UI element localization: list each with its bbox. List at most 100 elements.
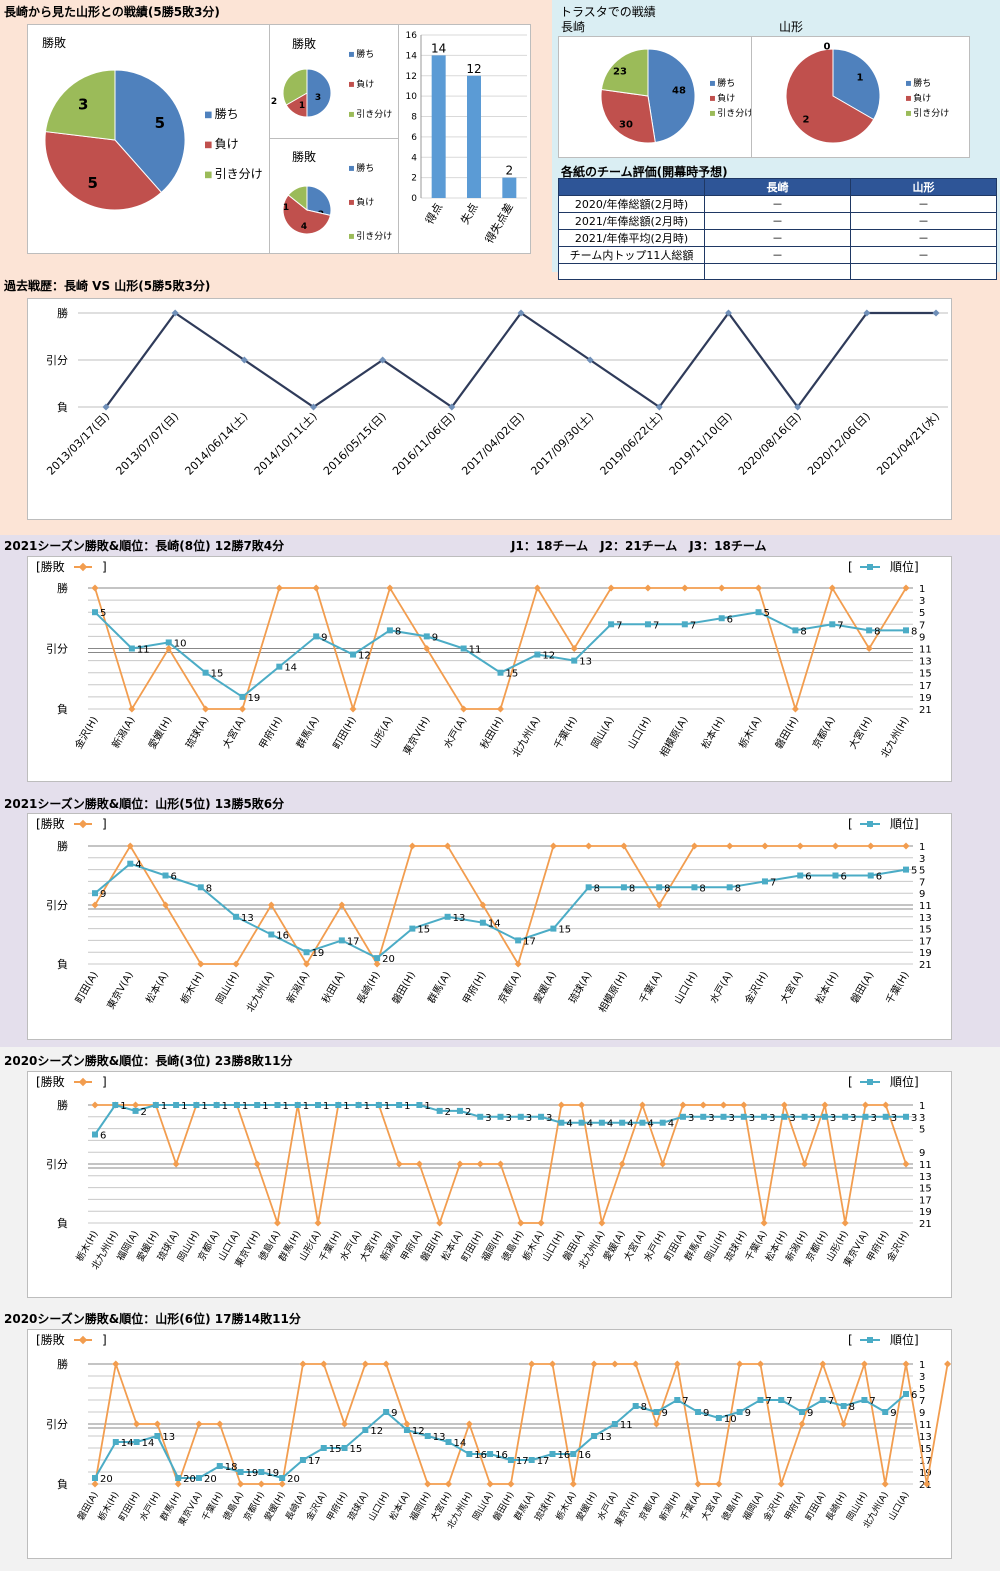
x-tick-label: 大宮(H) (846, 714, 875, 751)
x-tick-label: 愛媛(A) (530, 969, 559, 1006)
rank-point (173, 1102, 180, 1108)
rank-tick-label: 5 (919, 1384, 925, 1395)
small-pie-1-title: 勝敗 (292, 37, 317, 51)
rank-data-label: 4 (135, 860, 141, 871)
rank-data-label: 15 (558, 925, 571, 936)
rank-point (335, 1102, 342, 1108)
x-tick-label: 琉球(A) (566, 969, 595, 1006)
result-point (620, 842, 628, 850)
x-tick-label: 東京V(A) (104, 969, 136, 1012)
pie-slice (600, 48, 649, 97)
rank-data-label: 13 (241, 913, 254, 924)
x-tick-label: 2014/10/11(土) (252, 410, 320, 478)
rank-data-label: 9 (100, 889, 106, 900)
result-point (126, 842, 134, 850)
eval-cell: － (850, 246, 997, 264)
result-point (232, 960, 240, 968)
result-point (638, 1101, 646, 1109)
result-point (436, 1219, 444, 1227)
rank-data-label: 20 (287, 1474, 300, 1485)
legend-swatch (349, 165, 354, 171)
bar-data-label: 12 (466, 62, 481, 76)
x-tick-label: 群馬(A) (293, 714, 322, 751)
rank-point (216, 1463, 223, 1469)
season-title-2: 2021シーズン勝敗&順位：山形(5位) 13勝5敗6分 (4, 797, 285, 811)
history-point (171, 309, 179, 317)
rank-point (195, 1475, 202, 1481)
rank-tick-label: 11 (919, 1160, 932, 1171)
result-point (569, 1480, 577, 1488)
y-tick-label: 引分 (46, 1157, 68, 1171)
rank-data-label: 9 (321, 632, 327, 643)
rank-point (386, 627, 393, 634)
x-tick-label: 岡山(H) (214, 969, 242, 1006)
rank-data-label: 16 (557, 1450, 570, 1461)
rank-data-label: 20 (204, 1474, 217, 1485)
rank-data-label: 9 (703, 1408, 709, 1419)
rank-point (578, 1119, 585, 1126)
x-tick-label: 水戸(A) (442, 714, 470, 750)
score-bar-box: 0 2 4 6 8 10 12 14 16 14 得点 12 失点 2 得失点差 (398, 24, 531, 254)
rank-point (258, 1469, 265, 1475)
rank-data-label: 19 (266, 1468, 279, 1479)
rank-data-label: 14 (488, 919, 501, 930)
rank-point (842, 1113, 849, 1120)
rank-point (644, 621, 651, 628)
rank-data-label: 7 (837, 620, 843, 631)
result-point (632, 1360, 640, 1368)
legend-label: 負け (215, 137, 239, 151)
result-point (618, 1160, 626, 1168)
rank-point (350, 651, 357, 658)
result-point (496, 1160, 505, 1168)
result-point (740, 1101, 748, 1109)
y-tick-label: 勝 (57, 1098, 68, 1112)
rank-data-label: 1 (262, 1101, 268, 1112)
rank-point (92, 1131, 98, 1138)
rank-data-label: 3 (870, 1113, 876, 1124)
rank-point (620, 884, 627, 891)
rank-data-label: 3 (789, 1113, 795, 1124)
rank-point (320, 1445, 327, 1451)
rank-data-label: 13 (599, 1432, 612, 1443)
rank-point (656, 884, 663, 891)
rank-point (867, 872, 874, 879)
rank-data-label: 1 (242, 1101, 248, 1112)
rank-data-label: 12 (358, 651, 371, 662)
result-point (867, 842, 875, 850)
rank-tick-label: 3 (919, 854, 925, 865)
eval-cell: － (704, 212, 851, 230)
bar-data-label: 14 (431, 41, 446, 55)
legend-swatch (906, 80, 911, 86)
result-point (486, 1480, 494, 1488)
rank-tick-label: 9 (919, 632, 925, 643)
rank-point (639, 1119, 646, 1126)
rank-tick-label: 15 (919, 1444, 932, 1455)
x-tick-label: 2020/08/16(日) (736, 410, 804, 478)
rank-point (497, 669, 504, 676)
rank-data-label: 3 (749, 1113, 755, 1124)
rank-tick-label: 11 (919, 1420, 932, 1431)
rank-point (460, 645, 467, 652)
result-point (659, 1160, 667, 1168)
rank-data-label: 8 (735, 883, 741, 894)
rank-data-label: 17 (347, 936, 360, 947)
pie-data-label: 23 (613, 67, 627, 78)
rank-tick-label: 9 (919, 889, 925, 900)
season-title-3: 2020シーズン勝敗&順位：長崎(3位) 23勝8敗11分 (4, 1054, 293, 1068)
rank-data-label: 2 (445, 1107, 451, 1118)
overall-pie-box: 勝敗 5 5 3 勝ち 負け 引き分け (27, 24, 270, 254)
rank-data-label: 3 (850, 1113, 856, 1124)
legend-label: 順位] (890, 1074, 919, 1089)
rank-point (341, 1445, 348, 1451)
result-point (902, 584, 910, 592)
rank-point (681, 621, 688, 628)
rank-data-label: 8 (629, 883, 635, 894)
rank-tick-label: 3 (919, 596, 925, 607)
result-point (570, 644, 578, 653)
result-point (796, 842, 804, 850)
rank-data-label: 11 (469, 645, 482, 656)
rank-tick-label: 1 (919, 1101, 925, 1112)
y-tick-label: 2 (411, 174, 417, 184)
